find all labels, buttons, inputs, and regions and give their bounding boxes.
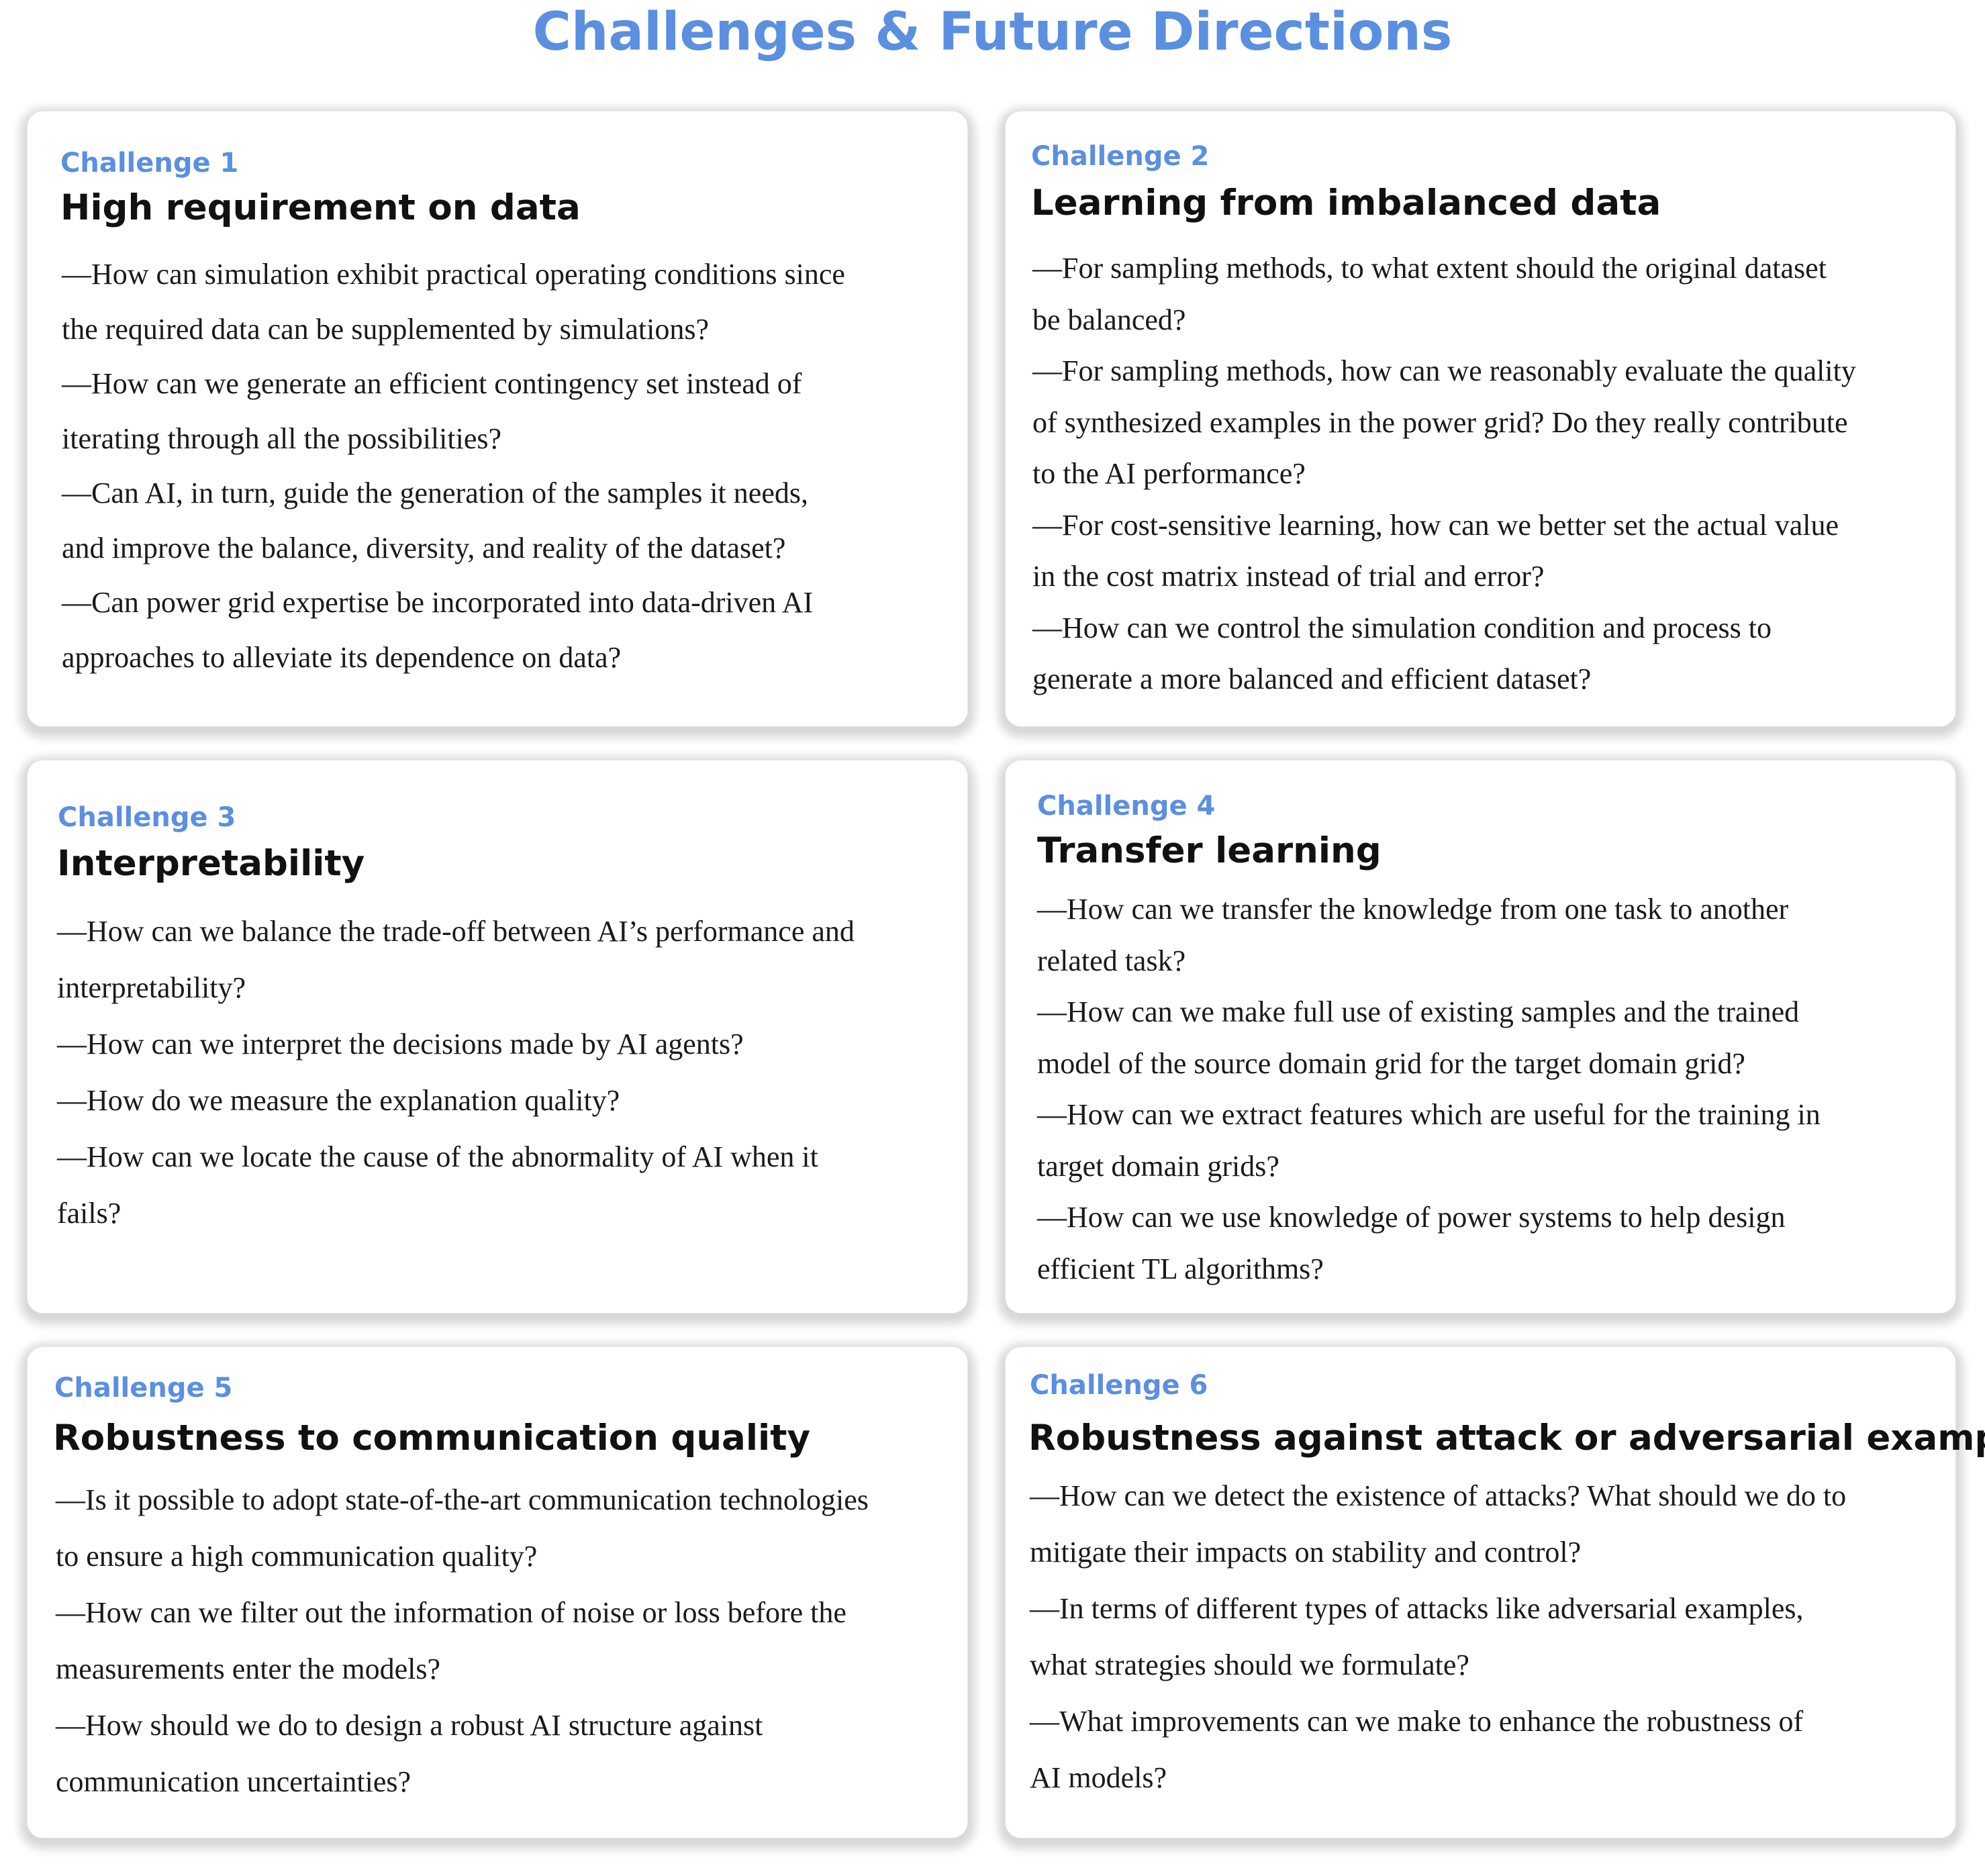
question-line: —How can we control the simulation condi…: [1032, 611, 1772, 644]
challenge-label: Challenge 4: [1037, 791, 1216, 822]
question-line: what strategies should we formulate?: [1030, 1648, 1469, 1681]
question-line: communication uncertainties?: [56, 1765, 411, 1798]
challenge-questions: —Is it possible to adopt state-of-the-ar…: [56, 1472, 955, 1810]
challenge-card-4: Challenge 4 Transfer learning —How can w…: [1005, 760, 1956, 1314]
question-line: be balanced?: [1032, 303, 1186, 336]
question-line: —How can we make full use of existing sa…: [1037, 995, 1800, 1028]
challenge-card-1: Challenge 1 High requirement on data —Ho…: [27, 111, 968, 727]
question-line: —How can we extract features which are u…: [1037, 1098, 1821, 1131]
question-line: to the AI performance?: [1032, 457, 1306, 490]
question-line: target domain grids?: [1037, 1149, 1279, 1183]
challenge-heading: Transfer learning: [1037, 830, 1382, 871]
question-line: —How can we transfer the knowledge from …: [1037, 893, 1789, 926]
question-line: efficient TL algorithms?: [1037, 1252, 1324, 1285]
challenge-heading: Robustness to communication quality: [53, 1418, 811, 1459]
challenge-questions: —For sampling methods, to what extent sh…: [1032, 243, 1939, 705]
question-line: in the cost matrix instead of trial and …: [1032, 560, 1545, 593]
question-line: —In terms of different types of attacks …: [1030, 1592, 1804, 1625]
question-line: —Can power grid expertise be incorporate…: [62, 586, 814, 619]
question-line: interpretability?: [57, 971, 246, 1004]
challenge-label: Challenge 5: [54, 1373, 233, 1403]
question-line: fails?: [57, 1197, 122, 1230]
question-line: —How can we generate an efficient contin…: [62, 367, 802, 400]
question-line: —How can we detect the existence of atta…: [1030, 1479, 1847, 1512]
question-line: iterating through all the possibilities?: [62, 422, 501, 455]
question-line: —Can AI, in turn, guide the generation o…: [62, 477, 808, 509]
question-line: —How can simulation exhibit practical op…: [62, 258, 845, 291]
challenge-card-6: Challenge 6 Robustness against attack or…: [1005, 1346, 1985, 1838]
challenge-card-2: Challenge 2 Learning from imbalanced dat…: [1005, 111, 1956, 727]
question-line: —How should we do to design a robust AI …: [56, 1709, 763, 1742]
question-line: to ensure a high communication quality?: [56, 1540, 538, 1573]
challenge-card-5: Challenge 5 Robustness to communication …: [27, 1346, 968, 1838]
question-line: measurements enter the models?: [56, 1652, 441, 1685]
question-line: —What improvements can we make to enhanc…: [1030, 1705, 1804, 1738]
question-line: —How can we balance the trade-off betwee…: [57, 915, 855, 948]
challenge-label: Challenge 6: [1030, 1370, 1208, 1401]
challenge-heading: Interpretability: [57, 843, 365, 884]
question-line: —Is it possible to adopt state-of-the-ar…: [56, 1483, 869, 1516]
question-line: —For sampling methods, how can we reason…: [1032, 354, 1856, 387]
question-line: —For sampling methods, to what extent sh…: [1032, 252, 1827, 285]
question-line: —How can we locate the cause of the abno…: [57, 1140, 818, 1173]
challenge-questions: —How can we balance the trade-off betwee…: [57, 903, 943, 1242]
question-line: the required data can be supplemented by…: [62, 312, 710, 346]
challenge-questions: —How can we transfer the knowledge from …: [1037, 884, 1943, 1295]
question-line: related task?: [1037, 944, 1186, 977]
challenge-heading: Robustness against attack or adversarial…: [1028, 1418, 1985, 1459]
challenge-label: Challenge 2: [1031, 141, 1210, 172]
challenge-heading: High requirement on data: [60, 187, 581, 228]
question-line: and improve the balance, diversity, and …: [62, 531, 786, 564]
question-line: —How can we filter out the information o…: [56, 1596, 846, 1629]
question-line: —For cost-sensitive learning, how can we…: [1032, 508, 1839, 542]
question-line: approaches to alleviate its dependence o…: [62, 640, 622, 674]
challenge-label: Challenge 3: [58, 802, 236, 833]
challenge-questions: —How can simulation exhibit practical op…: [62, 247, 941, 685]
question-line: —How can we use knowledge of power syste…: [1037, 1201, 1786, 1234]
challenge-questions: —How can we detect the existence of atta…: [1030, 1468, 1943, 1806]
question-line: generate a more balanced and efficient d…: [1032, 662, 1592, 695]
question-line: —How can we interpret the decisions made…: [57, 1028, 744, 1060]
challenge-card-3: Challenge 3 Interpretability —How can we…: [27, 760, 968, 1314]
question-line: of synthesized examples in the power gri…: [1032, 405, 1848, 439]
question-line: model of the source domain grid for the …: [1037, 1046, 1745, 1080]
page-title: Challenges & Future Directions: [532, 2, 1453, 62]
challenge-label: Challenge 1: [60, 148, 239, 179]
challenge-heading: Learning from imbalanced data: [1031, 183, 1661, 224]
question-line: AI models?: [1030, 1761, 1167, 1794]
question-line: mitigate their impacts on stability and …: [1030, 1536, 1582, 1569]
question-line: —How do we measure the explanation quali…: [57, 1084, 620, 1117]
